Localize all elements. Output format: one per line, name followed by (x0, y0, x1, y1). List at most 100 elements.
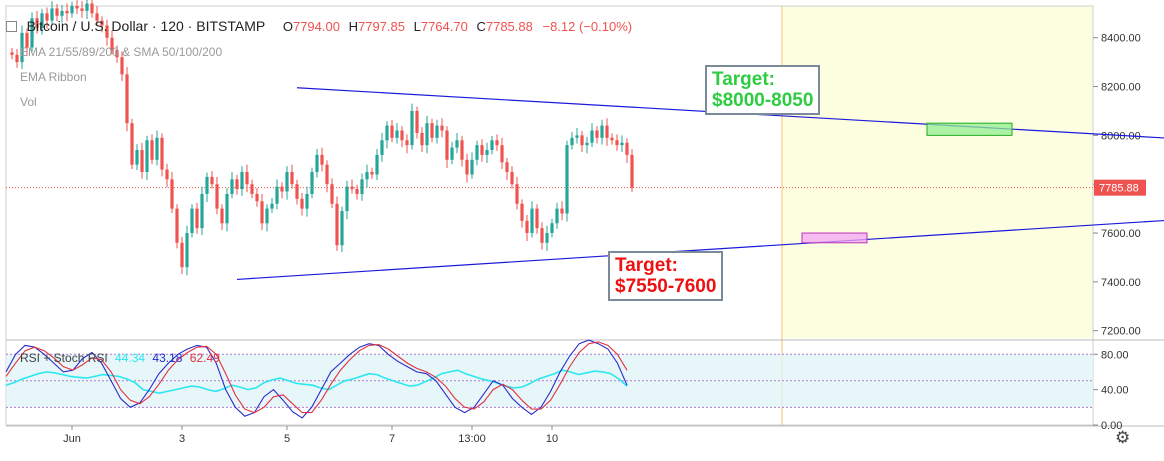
candle-down (55, 8, 59, 16)
candle-down (400, 130, 404, 141)
candle-down (110, 37, 114, 50)
candle-down (625, 142, 629, 155)
open-label: O (282, 19, 293, 34)
indicator-ema-label[interactable]: EMA 21/55/89/200 & SMA 50/100/200 (20, 45, 223, 59)
candle-down (605, 125, 609, 138)
candle-up (315, 154, 319, 172)
price-tick-label: 7600.00 (1101, 228, 1141, 240)
candle-down (405, 140, 409, 146)
candle-down (630, 154, 634, 188)
close-value: 7785.88 (485, 19, 533, 34)
low-value: 7764.70 (420, 19, 468, 34)
candle-down (300, 198, 304, 209)
candle-up (490, 140, 494, 151)
indicator-ribbon-label[interactable]: EMA Ribbon (20, 70, 87, 84)
candle-up (340, 211, 344, 246)
lower-target-value: $7550-7600 (615, 276, 717, 297)
candle-down (165, 169, 169, 180)
candle-down (495, 140, 499, 146)
symbol-title[interactable]: Bitcoin / U.S. Dollar · 120 · BITSTAMP (26, 18, 266, 34)
candle-up (380, 140, 384, 155)
candle-down (355, 189, 359, 194)
candle-up (345, 186, 349, 212)
candle-up (620, 142, 624, 146)
candle-up (600, 125, 604, 138)
candle-up (385, 125, 389, 141)
candle-down (180, 242, 184, 268)
candle-up (185, 233, 189, 268)
candle-up (555, 208, 559, 224)
candle-up (585, 142, 589, 146)
change-value: −8.12 (−0.10%) (542, 19, 633, 34)
candle-down (290, 172, 294, 185)
candle-up (565, 145, 569, 214)
time-tick-label: Jun (63, 433, 81, 445)
candle-up (305, 193, 309, 209)
rsi-legend: RSI + Stoch RSI 44.34 43.18 62.49 (20, 351, 220, 365)
candle-down (75, 6, 79, 9)
candle-down (335, 203, 339, 246)
candle-down (140, 150, 144, 172)
candle-down (295, 184, 299, 199)
candle-up (365, 172, 369, 180)
candle-down (560, 208, 564, 214)
candle-down (65, 10, 69, 14)
low-label: L (413, 19, 421, 34)
target-zone-lower (801, 232, 868, 244)
price-tick-label: 7200.00 (1101, 326, 1141, 338)
candle-down (210, 176, 214, 185)
candle-down (245, 172, 249, 185)
candle-down (170, 179, 174, 209)
candle-down (90, 3, 94, 14)
candle-up (30, 18, 34, 48)
candle-down (120, 57, 124, 75)
gear-icon[interactable]: ⚙ (1115, 428, 1131, 447)
candle-up (40, 13, 44, 28)
osc-tick-label: 80.00 (1101, 349, 1129, 361)
candle-up (550, 223, 554, 234)
candle-down (255, 193, 259, 202)
rsi-value: 44.34 (115, 351, 146, 365)
target-zone-upper (926, 122, 1013, 136)
candle-down (320, 154, 324, 165)
candle-up (530, 208, 534, 234)
stoch-d-value: 62.49 (189, 351, 220, 365)
candle-up (225, 193, 229, 224)
candle-up (375, 154, 379, 175)
candle-up (395, 130, 399, 138)
time-tick-label: 13:00 (458, 433, 486, 445)
candle-down (350, 186, 354, 190)
candle-down (105, 25, 109, 38)
time-tick-label: 5 (284, 433, 290, 445)
plot-frame (5, 5, 1094, 426)
candle-down (525, 220, 529, 234)
candle-down (510, 172, 514, 185)
indicator-vol-label[interactable]: Vol (20, 95, 37, 109)
projection-area (782, 6, 1093, 338)
candle-up (190, 208, 194, 234)
candle-down (330, 184, 334, 204)
candle-down (370, 172, 374, 175)
candle-down (235, 179, 239, 190)
last-price-label: 7785.88 (1099, 183, 1139, 195)
candle-up (145, 140, 149, 172)
candle-up (50, 8, 54, 21)
collapse-icon[interactable] (6, 21, 17, 33)
candle-up (85, 3, 89, 11)
candle-up (470, 159, 474, 175)
trendline-upper (296, 87, 1164, 139)
candle-down (130, 123, 134, 165)
candle-up (425, 123, 429, 146)
candle-down (540, 228, 544, 243)
candle-up (310, 172, 314, 194)
candle-down (610, 137, 614, 141)
candle-down (280, 186, 284, 192)
candle-down (615, 140, 619, 146)
candle-up (200, 193, 204, 229)
candle-up (60, 10, 64, 16)
rsi-title[interactable]: RSI + Stoch RSI (20, 351, 108, 365)
candle-up (155, 137, 159, 160)
price-tick-label: 8400.00 (1101, 33, 1141, 45)
candle-up (240, 172, 244, 190)
